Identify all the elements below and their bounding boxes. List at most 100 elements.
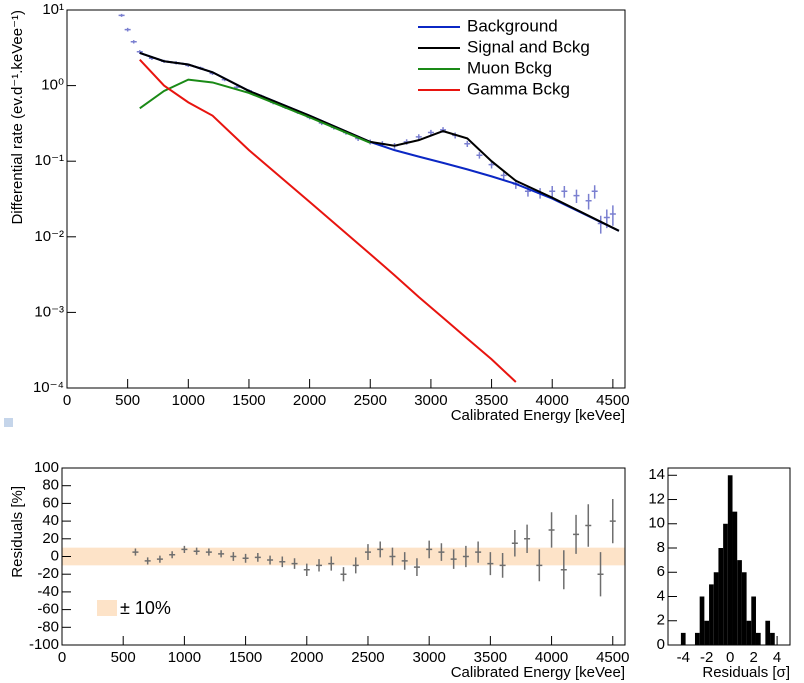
bar: [723, 523, 728, 645]
bar: [765, 620, 771, 645]
x-tick-label: 3000: [414, 392, 447, 409]
bar: [699, 596, 705, 645]
data-point: [352, 557, 359, 574]
x-tick-label: 4000: [536, 392, 569, 409]
frame: [61, 467, 626, 646]
y-tick-label: 10⁻²: [34, 228, 64, 245]
bar: [727, 475, 733, 645]
data-point: [438, 543, 445, 561]
x-tick-label: 4: [773, 649, 781, 666]
y-tick-label: -80: [37, 618, 59, 635]
y-tick-label: 10⁻⁴: [33, 379, 64, 396]
y-tick-label: -20: [37, 565, 59, 582]
data-point: [560, 550, 567, 590]
y-tick-label: 10⁻¹: [34, 152, 64, 169]
data-point: [609, 498, 616, 544]
data-point: [130, 40, 137, 44]
data-point: [242, 553, 249, 563]
y-tick-label: -40: [37, 583, 59, 600]
y-tick-label: 80: [42, 477, 59, 494]
y-tick-label: 10⁻³: [34, 303, 64, 320]
bar: [713, 572, 719, 645]
data-point: [218, 550, 225, 558]
data-point: [450, 549, 457, 569]
series-line: [139, 78, 371, 144]
data-point: [548, 512, 555, 548]
data-point: [401, 552, 408, 570]
bar: [746, 620, 752, 645]
data-point: [132, 548, 139, 556]
x-tick-label: -2: [700, 649, 713, 666]
data-point: [585, 193, 592, 210]
data-point: [328, 556, 335, 571]
y-tick-label: -100: [29, 636, 59, 653]
y-tick-label: 60: [42, 494, 59, 511]
y-tick-label: 12: [648, 490, 665, 507]
bar: [770, 632, 775, 645]
legend-label: Gamma Bckg: [467, 79, 570, 98]
data-point: [415, 134, 422, 140]
band-legend-label: ± 10%: [120, 598, 171, 618]
x-tick-label: 2: [749, 649, 757, 666]
data-point: [511, 529, 518, 557]
x-tick-label: 2500: [351, 649, 384, 666]
data-point: [462, 545, 469, 568]
y-axis-title: Residuals [%]: [9, 486, 26, 578]
data-point: [193, 547, 200, 555]
data-point: [124, 27, 131, 32]
data-point: [475, 541, 482, 563]
x-tick-label: -4: [677, 649, 690, 666]
data-point: [609, 205, 616, 226]
data-point: [118, 13, 125, 17]
x-tick-label: 0: [63, 392, 71, 409]
data-point: [524, 524, 531, 553]
x-tick-label: 4000: [535, 649, 568, 666]
data-point: [573, 514, 580, 554]
legend-label: Muon Bckg: [467, 58, 552, 77]
x-axis-title: Calibrated Energy [keVee]: [451, 664, 625, 681]
legend-label: Signal and Bckg: [467, 37, 590, 56]
bar: [751, 596, 756, 645]
y-tick-label: -60: [37, 601, 59, 618]
data-point: [303, 563, 310, 576]
x-tick-label: 2000: [293, 392, 326, 409]
y-tick-label: 14: [648, 466, 665, 483]
data-point: [291, 558, 298, 569]
data-point: [573, 189, 580, 203]
data-point: [230, 552, 237, 561]
series-line: [139, 59, 517, 383]
bar: [732, 511, 738, 645]
decoration: [4, 418, 13, 427]
data-point: [169, 551, 176, 559]
bar: [741, 572, 747, 645]
y-tick-label: 2: [657, 612, 665, 629]
y-tick-label: 20: [42, 530, 59, 547]
x-tick-label: 4500: [596, 649, 629, 666]
data-point: [561, 185, 568, 198]
data-point: [316, 559, 323, 572]
plot-area: [118, 13, 620, 383]
data-point: [181, 545, 188, 553]
data-point: [144, 557, 151, 565]
x-tick-label: 0: [58, 649, 66, 666]
x-tick-label: 3500: [475, 392, 508, 409]
data-point: [597, 215, 604, 234]
y-tick-label: 10⁰: [41, 77, 64, 94]
y-tick-label: 100: [34, 459, 59, 476]
y-tick-label: 10: [648, 515, 665, 532]
y-tick-label: 0: [51, 547, 59, 564]
x-tick-label: 1500: [229, 649, 262, 666]
x-tick-label: 3500: [474, 649, 507, 666]
data-point: [536, 549, 543, 582]
band: [62, 547, 625, 566]
bar: [737, 560, 742, 645]
data-point: [254, 552, 261, 562]
data-point: [377, 541, 384, 558]
x-tick-label: 1000: [168, 649, 201, 666]
band-legend-swatch: [97, 600, 117, 616]
y-tick-label: 10¹: [42, 1, 64, 18]
x-tick-label: 2000: [290, 649, 323, 666]
bar: [694, 632, 700, 645]
data-point: [464, 140, 471, 148]
